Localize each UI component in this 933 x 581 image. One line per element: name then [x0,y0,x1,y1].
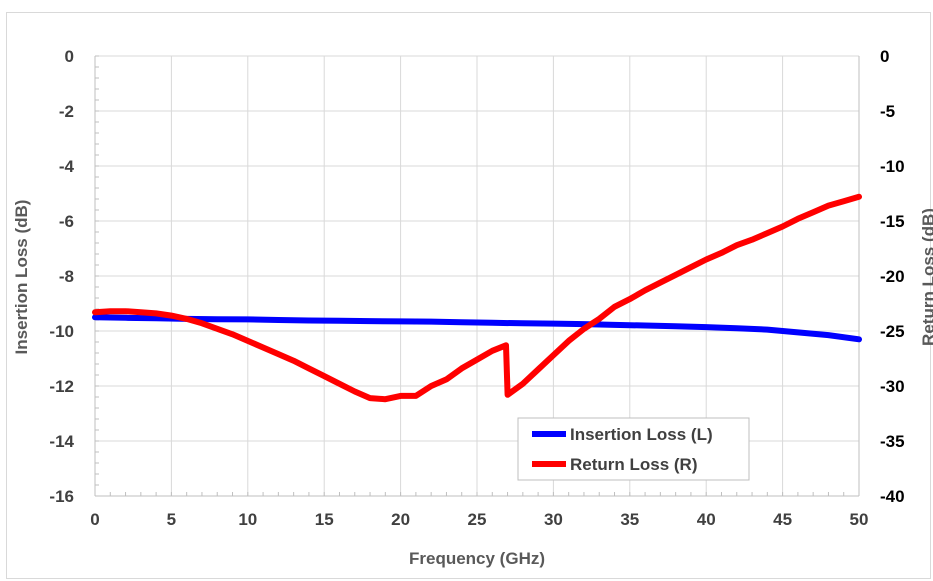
left-y-tick-label: -2 [59,102,74,121]
x-tick-label: 30 [544,510,563,529]
right-y-tick-label: -40 [880,487,905,506]
series-line-insertion-loss-l [92,314,862,343]
left-y-tick-labels: 0 -2 -4 -6 -8 -10 -12 -14 -16 [49,47,74,506]
x-tick-label: 50 [850,510,869,529]
chart-frame [6,12,931,579]
legend-label-insertion-loss: Insertion Loss (L) [570,425,713,444]
left-y-tick-label: -12 [49,377,74,396]
series-line-return-loss-r [92,193,862,403]
left-y-tick-label: -16 [49,487,74,506]
x-tick-label: 20 [391,510,410,529]
right-y-tick-label: -5 [880,102,895,121]
left-y-tick-label: -4 [59,157,75,176]
left-y-tick-label: -6 [59,212,74,231]
series-lines [92,193,862,403]
legend-label-return-loss: Return Loss (R) [570,455,698,474]
x-tick-label: 5 [167,510,176,529]
right-y-tick-label: -15 [880,212,905,231]
right-y-tick-label: -30 [880,377,905,396]
x-tick-label: 45 [773,510,792,529]
x-tick-label: 25 [468,510,487,529]
right-y-tick-label: -20 [880,267,905,286]
right-y-tick-labels: 0 -5 -10 -15 -20 -25 -30 -35 -40 [880,47,905,506]
right-y-tick-label: -10 [880,157,905,176]
left-y-tick-label: -14 [49,432,74,451]
right-y-axis-label: Return Loss (dB) [919,208,933,346]
x-tick-label: 0 [90,510,99,529]
left-y-tick-label: -10 [49,322,74,341]
left-y-tick-label: -8 [59,267,74,286]
minor-ticks [94,55,860,497]
x-tick-label: 15 [315,510,334,529]
right-y-tick-label: -25 [880,322,905,341]
x-tick-label: 40 [697,510,716,529]
left-y-axis-label: Insertion Loss (dB) [12,200,31,355]
legend-box [517,417,750,481]
x-axis-label: Frequency (GHz) [409,549,545,568]
right-y-tick-label: 0 [880,47,889,66]
x-tick-label: 35 [620,510,639,529]
x-tick-labels: 0 5 10 15 20 25 30 35 40 45 50 [90,510,868,529]
legend: Insertion Loss (L) Return Loss (R) [517,417,750,481]
left-y-tick-label: 0 [65,47,74,66]
right-y-tick-label: -35 [880,432,905,451]
x-tick-label: 10 [238,510,257,529]
